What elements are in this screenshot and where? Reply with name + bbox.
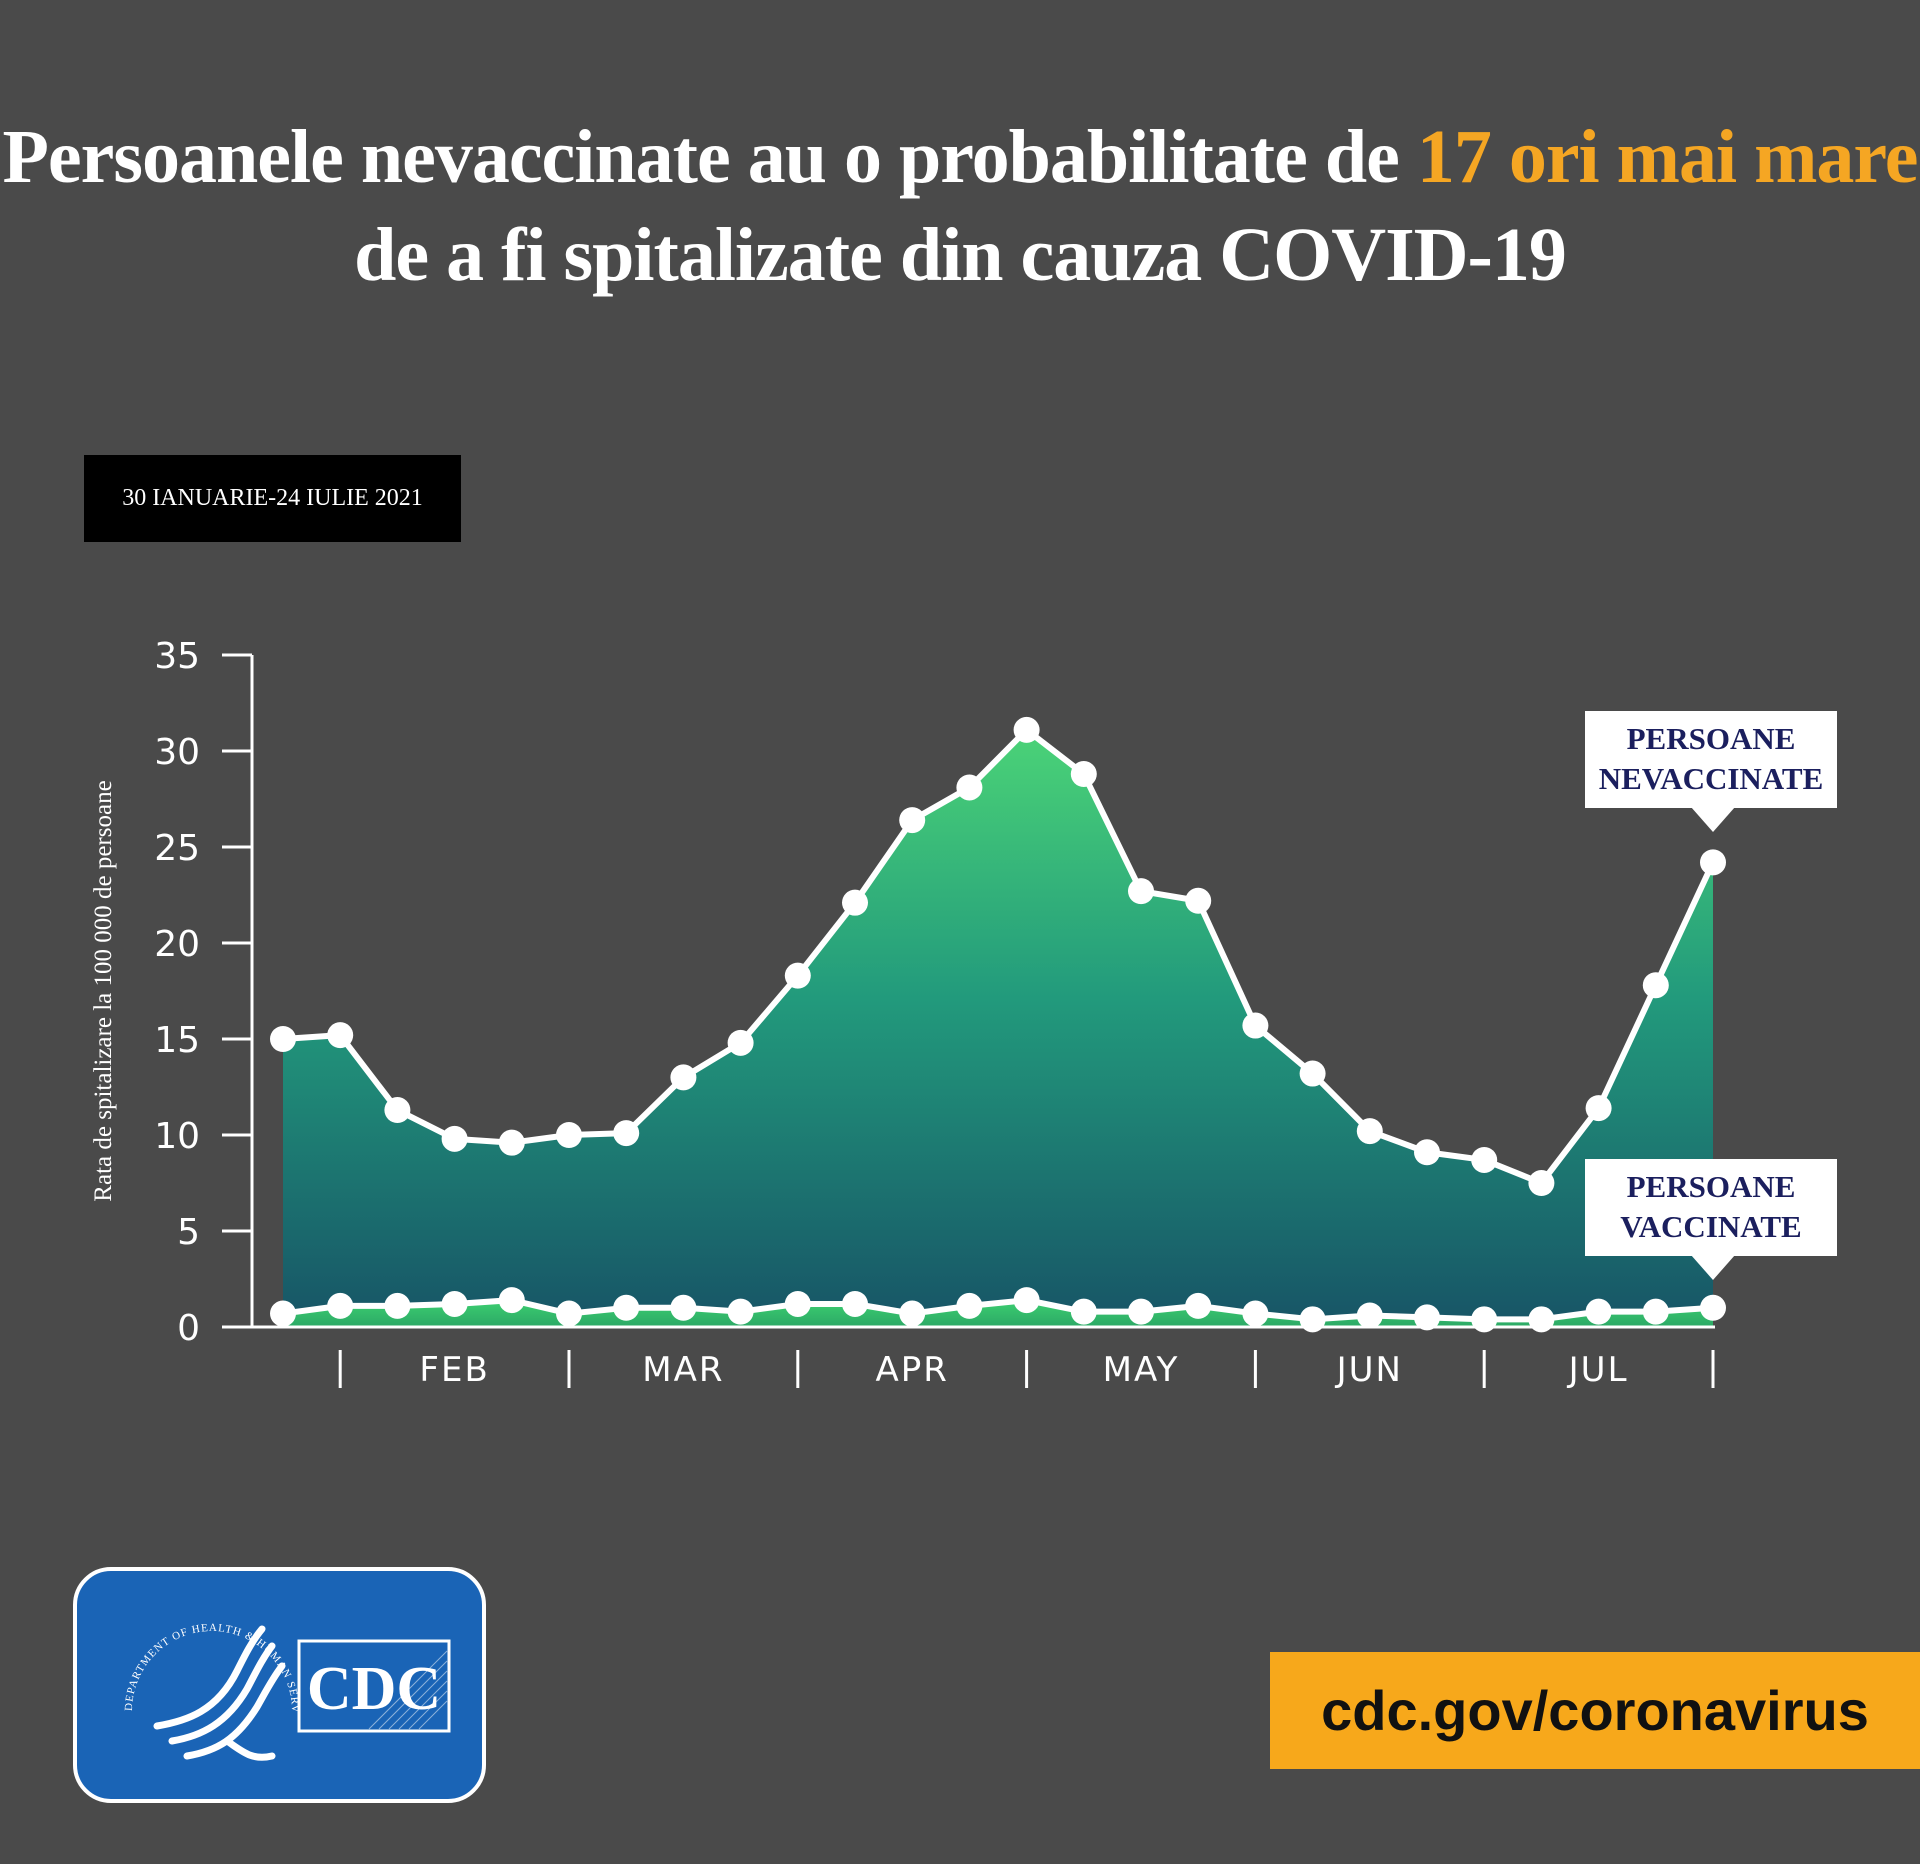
vaccinated-point: [1642, 1298, 1669, 1325]
unvaccinated-point: [784, 962, 811, 989]
vaccinated-callout-pointer: [1691, 1255, 1735, 1280]
vaccinated-point: [1299, 1306, 1326, 1333]
title-line-1: Persoanele nevaccinate au o probabilitat…: [0, 108, 1920, 206]
unvaccinated-point: [327, 1022, 354, 1049]
vaccinated-point: [1585, 1298, 1612, 1325]
y-axis-label: Rata de spitalizare la 100 000 de persoa…: [90, 780, 117, 1201]
vaccinated-point: [1528, 1306, 1555, 1333]
unvaccinated-callout-text: NEVACCINATE: [1599, 761, 1824, 796]
unvaccinated-point: [270, 1026, 296, 1052]
vaccinated-point: [270, 1300, 296, 1327]
unvaccinated-point: [1185, 887, 1212, 914]
vaccinated-callout-text: PERSOANE: [1627, 1169, 1796, 1204]
title-line-2: de a fi spitalizate din cauza COVID-19: [354, 213, 1567, 297]
vaccinated-point: [556, 1300, 582, 1327]
unvaccinated-point: [1528, 1170, 1555, 1196]
vaccinated-point: [384, 1292, 411, 1319]
vaccinated-point: [670, 1294, 697, 1321]
vaccinated-point: [1471, 1306, 1498, 1333]
cdc-url-banner[interactable]: cdc.gov/coronavirus: [1270, 1652, 1920, 1769]
y-tick-label: 5: [177, 1212, 200, 1253]
vaccinated-point: [441, 1290, 468, 1317]
unvaccinated-callout: PERSOANE NEVACCINATE: [1585, 711, 1837, 832]
vaccinated-area: [283, 1300, 1713, 1327]
vaccinated-point: [1356, 1302, 1383, 1329]
vaccinated-point: [498, 1287, 525, 1314]
vaccinated-point: [1414, 1304, 1440, 1331]
y-tick-label: 25: [154, 828, 200, 869]
y-tick-label: 15: [154, 1020, 200, 1061]
unvaccinated-point: [613, 1120, 640, 1147]
unvaccinated-point: [727, 1029, 754, 1056]
y-tick-label: 35: [154, 636, 200, 677]
y-tick-label: 0: [177, 1308, 200, 1349]
page-title: Persoanele nevaccinate au o probabilitat…: [0, 108, 1920, 304]
month-label: MAR: [642, 1350, 724, 1390]
y-tick-label: 10: [154, 1116, 200, 1157]
title-highlight: 17 ori mai mare: [1416, 115, 1919, 199]
vaccinated-callout-text: VACCINATE: [1620, 1209, 1801, 1244]
unvaccinated-callout-box: [1585, 711, 1837, 808]
month-label: JUN: [1335, 1350, 1403, 1390]
unvaccinated-point: [1585, 1095, 1612, 1122]
unvaccinated-point: [1299, 1060, 1326, 1087]
vaccinated-point: [1242, 1300, 1269, 1327]
month-label: APR: [876, 1350, 949, 1390]
unvaccinated-callout-pointer: [1691, 807, 1735, 832]
vaccinated-point: [1700, 1294, 1726, 1321]
unvaccinated-point: [1013, 716, 1040, 743]
vaccinated-point: [613, 1294, 640, 1321]
y-tick-label: 30: [154, 732, 200, 773]
unvaccinated-point: [956, 774, 983, 801]
unvaccinated-point: [1414, 1139, 1440, 1166]
unvaccinated-point: [1471, 1146, 1498, 1173]
cdc-wordmark-box: [297, 1639, 451, 1733]
vaccinated-point: [784, 1290, 811, 1317]
vaccinated-point: [842, 1290, 868, 1317]
unvaccinated-point: [556, 1122, 582, 1148]
unvaccinated-point: [1700, 849, 1726, 876]
vaccinated-point: [956, 1292, 983, 1319]
y-tick-label: 20: [154, 924, 200, 965]
month-label: FEB: [419, 1350, 489, 1390]
unvaccinated-callout-text: PERSOANE: [1627, 721, 1796, 756]
vaccinated-callout-box: [1585, 1159, 1837, 1256]
date-range-badge: 30 IANUARIE-24 IULIE 2021: [84, 455, 461, 542]
vaccinated-point: [727, 1298, 754, 1325]
unvaccinated-point: [899, 807, 926, 834]
vaccinated-point: [1013, 1287, 1040, 1314]
unvaccinated-point: [384, 1097, 411, 1124]
unvaccinated-point: [1642, 972, 1669, 999]
vaccinated-point: [327, 1292, 354, 1319]
unvaccinated-point: [1070, 761, 1097, 788]
title-text: Persoanele nevaccinate au o probabilitat…: [2, 115, 1417, 199]
unvaccinated-area: [283, 729, 1713, 1327]
cdc-wordmark: CDC: [307, 1655, 441, 1723]
cdc-logo: DEPARTMENT OF HEALTH & HUMAN SERVICES · …: [73, 1567, 486, 1803]
vaccinated-point: [899, 1300, 926, 1327]
month-label: MAY: [1103, 1350, 1180, 1390]
vaccinated-point: [1070, 1298, 1097, 1325]
vaccinated-callout: PERSOANE VACCINATE: [1585, 1159, 1837, 1280]
unvaccinated-point: [1128, 878, 1154, 905]
unvaccinated-point: [670, 1064, 697, 1091]
unvaccinated-point: [842, 889, 868, 916]
unvaccinated-point: [441, 1125, 468, 1152]
vaccinated-point: [1185, 1292, 1212, 1319]
unvaccinated-point: [1242, 1012, 1269, 1039]
month-label: JUL: [1567, 1350, 1629, 1390]
unvaccinated-point: [498, 1129, 525, 1156]
vaccinated-point: [1128, 1298, 1154, 1325]
unvaccinated-point: [1356, 1118, 1383, 1145]
hhs-eagle-icon: [153, 1625, 286, 1761]
